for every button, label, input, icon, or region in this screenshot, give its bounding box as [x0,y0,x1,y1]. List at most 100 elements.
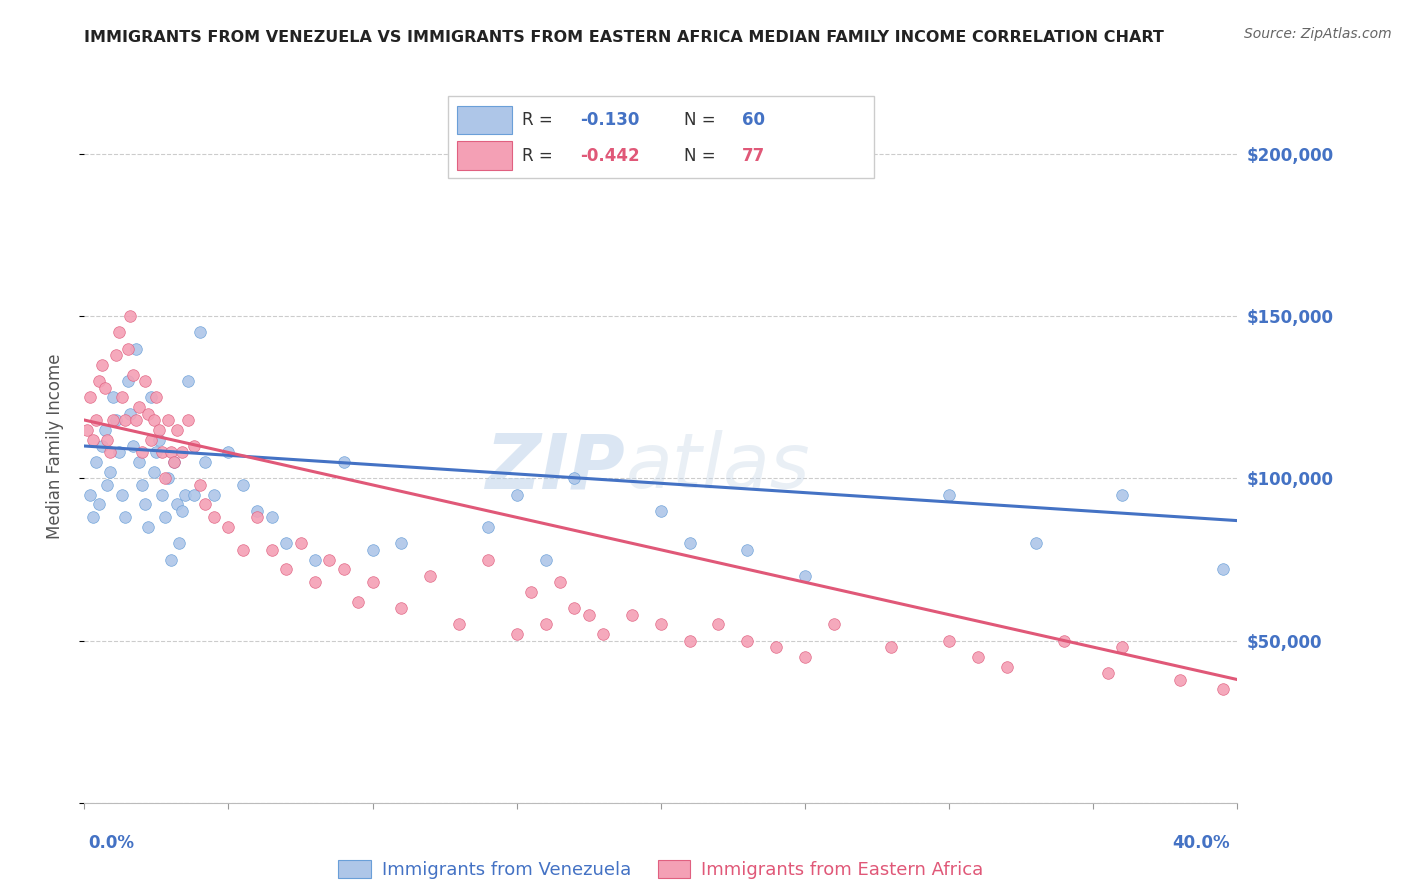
Point [246,510,269,524]
Point [120,407,142,421]
Point [1097,666,1119,681]
Point [84,413,107,427]
Point [131,445,153,459]
Point [1168,673,1191,687]
Point [122,368,145,382]
Point [1212,562,1234,576]
Point [188,478,211,492]
Point [174,488,197,502]
Point [82,433,104,447]
Y-axis label: Median Family Income: Median Family Income [45,353,63,539]
Point [332,562,354,576]
Text: R =: R = [523,111,558,128]
Point [128,400,150,414]
Point [134,374,156,388]
Point [93,423,115,437]
Point [578,607,600,622]
Point [163,455,186,469]
Point [166,497,188,511]
Point [679,536,702,550]
Point [148,423,170,437]
Point [361,542,384,557]
Text: R =: R = [523,146,558,164]
Point [114,510,136,524]
Point [290,536,312,550]
Point [111,390,134,404]
Point [134,497,156,511]
Point [96,433,118,447]
Point [136,407,159,421]
Point [131,478,153,492]
Point [125,413,148,427]
Point [183,439,205,453]
Point [1053,633,1076,648]
Point [276,562,298,576]
Point [87,374,110,388]
Point [108,445,131,459]
Point [108,326,131,340]
Point [477,552,499,566]
Point [148,433,170,447]
Point [202,488,225,502]
Text: N =: N = [683,146,721,164]
Legend: Immigrants from Venezuela, Immigrants from Eastern Africa: Immigrants from Venezuela, Immigrants fr… [330,853,991,887]
Point [183,488,205,502]
Point [90,439,112,453]
Point [218,445,240,459]
Point [188,326,211,340]
Point [79,488,101,502]
Point [938,488,960,502]
Point [98,465,121,479]
Point [96,478,118,492]
Point [172,504,194,518]
FancyBboxPatch shape [447,96,875,178]
Point [145,390,167,404]
Point [276,536,298,550]
Point [737,633,759,648]
Point [136,520,159,534]
Point [194,497,217,511]
Point [114,413,136,427]
Point [592,627,614,641]
Point [156,413,179,427]
Point [737,542,759,557]
Point [76,423,98,437]
Text: 77: 77 [741,146,765,164]
Point [447,617,470,632]
Point [139,433,162,447]
Point [823,617,845,632]
Point [564,601,586,615]
Point [534,552,557,566]
Point [169,536,191,550]
Point [391,601,413,615]
Point [177,374,200,388]
Point [172,445,194,459]
Point [120,310,142,324]
Point [82,510,104,524]
Text: 40.0%: 40.0% [1173,834,1230,852]
Point [650,504,672,518]
Point [332,455,354,469]
Point [794,568,817,582]
Point [117,374,139,388]
Point [160,552,183,566]
Point [232,478,254,492]
Text: atlas: atlas [626,431,811,504]
Point [84,455,107,469]
Point [150,488,173,502]
Point [361,575,384,590]
Point [419,568,441,582]
Text: -0.442: -0.442 [581,146,640,164]
Point [880,640,903,654]
Point [142,413,165,427]
Point [1111,488,1133,502]
Point [995,659,1018,673]
Point [391,536,413,550]
Point [145,445,167,459]
Point [967,649,990,664]
Text: 60: 60 [741,111,765,128]
FancyBboxPatch shape [457,141,512,169]
Point [122,439,145,453]
Point [794,649,817,664]
Point [160,445,183,459]
